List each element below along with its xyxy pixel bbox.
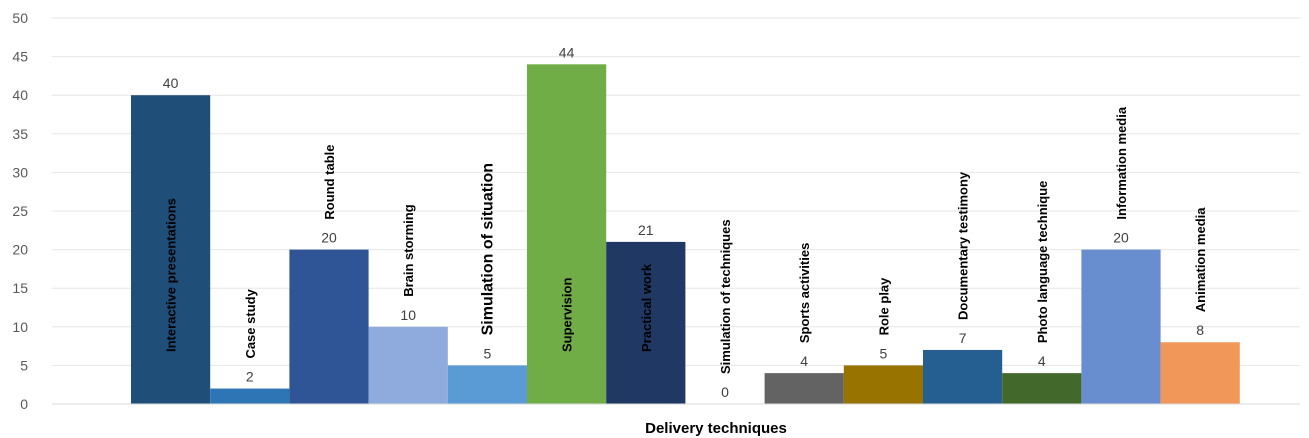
category-label: Simulation of techniques [718,219,733,374]
data-label: 0 [721,384,729,400]
bar [764,373,844,404]
category-label: Information media [1114,106,1129,219]
bar [447,365,527,404]
data-label: 21 [638,222,654,238]
data-label: 8 [1196,322,1204,338]
data-label: 4 [1038,353,1046,369]
y-tick-label: 10 [12,319,28,335]
data-label: 44 [559,44,575,60]
category-label: Role play [876,277,891,336]
category-label: Documentary testimony [956,171,971,320]
category-labels: Interactive presentations Case study Round… [164,106,1209,374]
data-label: 40 [163,75,179,91]
y-tick-label: 35 [12,126,28,142]
y-tick-label: 5 [20,357,28,373]
data-label: 5 [880,345,888,361]
y-tick-label: 20 [12,242,28,258]
data-label: 5 [484,345,492,361]
category-label: Animation media [1193,207,1208,313]
data-labels: 40 2 20 10 5 44 21 0 4 5 7 4 20 8 [163,44,1204,400]
bars [131,64,1240,404]
bar [527,64,607,404]
bar [1002,373,1082,404]
category-label: Round table [322,144,337,219]
category-label: Practical work [639,263,654,352]
x-axis-title: Delivery techniques [645,420,787,437]
bar [210,388,290,404]
category-label: Interactive presentations [164,198,179,352]
data-label: 7 [959,330,967,346]
y-tick-label: 30 [12,164,28,180]
bar [131,95,211,404]
bar [606,241,686,404]
data-label: 10 [400,307,416,323]
category-label: Brain storming [401,204,416,297]
category-label: Simulation of situation [479,163,496,335]
y-tick-label: 25 [12,203,28,219]
bar [289,249,369,404]
y-tick-label: 15 [12,280,28,296]
bar [1160,342,1240,404]
data-label: 20 [321,230,337,246]
category-label: Supervision [560,278,575,352]
bar [1081,249,1161,404]
y-tick-label: 45 [12,49,28,65]
y-tick-label: 0 [20,396,28,412]
bar [368,326,448,404]
y-tick-label: 50 [12,10,28,26]
bar [843,365,923,404]
category-label: Sports activities [797,243,812,343]
data-label: 2 [246,369,254,385]
category-label: Photo language technique [1035,181,1050,344]
gridlines [52,17,1300,366]
data-label: 4 [800,353,808,369]
y-tick-label: 40 [12,87,28,103]
bar [923,349,1003,404]
data-label: 20 [1113,230,1129,246]
category-label: Case study [243,288,258,358]
y-axis: 0 5 10 15 20 25 30 35 40 45 50 [12,10,28,412]
